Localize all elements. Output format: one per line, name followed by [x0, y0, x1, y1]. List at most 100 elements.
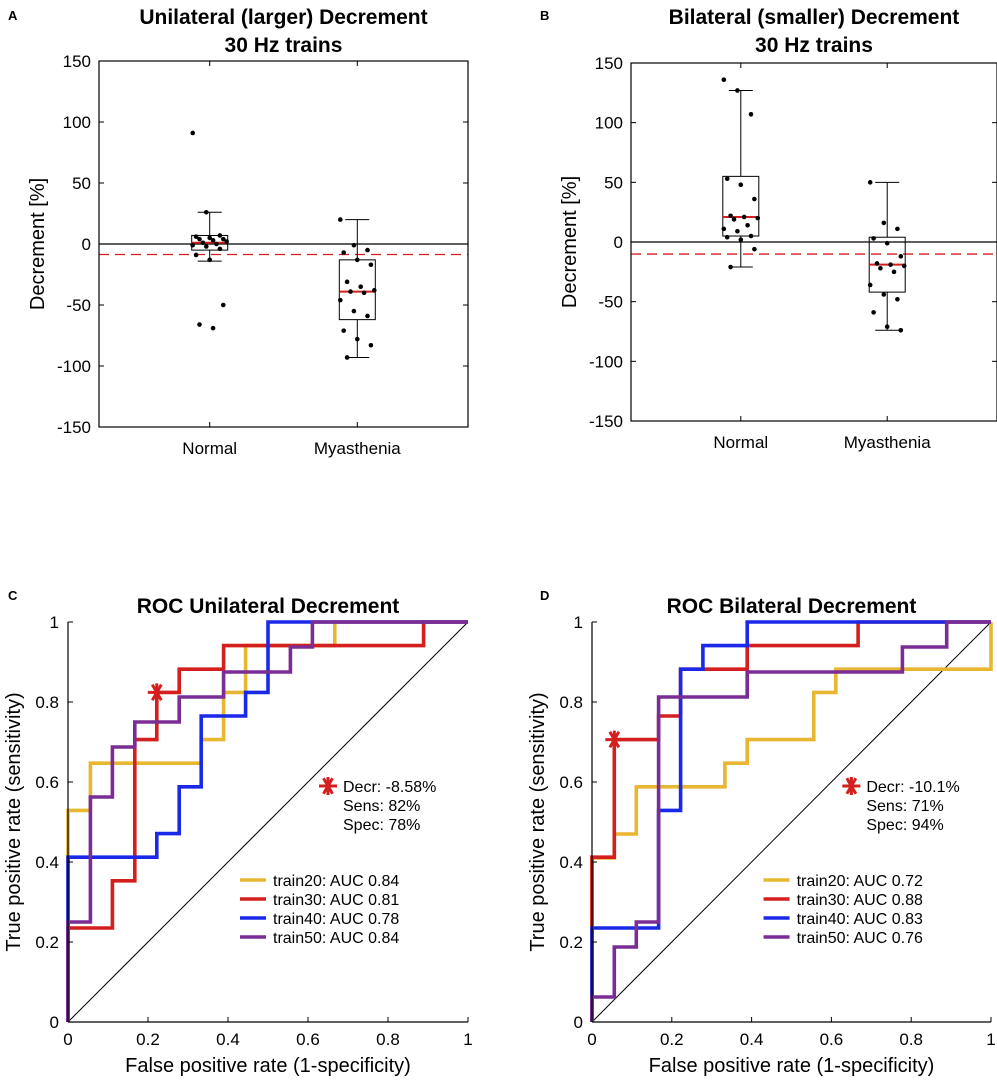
plot-frame [98, 60, 469, 428]
annotation-line: Decr: -10.1% [866, 779, 959, 796]
panel-label-b: B [540, 8, 549, 23]
y-axis-label: True positive rate (sensitivity) [527, 692, 549, 951]
data-point [745, 222, 750, 228]
data-point [738, 237, 744, 242]
y-tick-label: 0 [574, 1013, 583, 1032]
chart-title: ROC Bilateral Decrement [667, 595, 917, 618]
y-tick-label: 50 [72, 174, 91, 193]
data-point [197, 322, 202, 327]
data-point [867, 180, 873, 185]
roc-curve-train50 [590, 620, 991, 1022]
y-tick-label: 0.8 [35, 693, 59, 712]
optimal-point-marker [605, 730, 624, 749]
y-tick-label: 1 [50, 613, 59, 632]
annotation-line: Decr: -8.58% [343, 779, 436, 796]
data-point [344, 355, 350, 360]
category-label: Myasthenia [844, 433, 931, 452]
y-tick-label: 100 [63, 113, 91, 132]
category-label: Normal [182, 439, 237, 458]
y-tick-label: 0 [82, 235, 91, 254]
data-point [221, 236, 226, 242]
y-tick-label: -50 [598, 293, 623, 312]
data-point [207, 235, 212, 241]
y-tick-label: 0.8 [559, 693, 583, 712]
roc-curve-train50 [66, 620, 468, 1022]
category-label: Myasthenia [314, 439, 401, 458]
data-point [895, 296, 900, 302]
y-tick-label: 0 [614, 233, 623, 252]
data-point [204, 244, 209, 249]
annotation-line: Sens: 71% [866, 798, 943, 815]
x-tick-label: 0.4 [216, 1030, 240, 1049]
data-point [741, 214, 747, 220]
data-point [898, 254, 904, 259]
y-tick-label: 150 [595, 54, 623, 73]
data-point [190, 242, 195, 248]
x-tick-label: 0.6 [820, 1030, 844, 1049]
data-point [372, 288, 377, 293]
y-tick-label: 0 [50, 1013, 59, 1032]
y-axis-label: True positive rate (sensitivity) [3, 692, 25, 951]
box-iqr [338, 259, 376, 321]
y-tick-label: 0.6 [559, 773, 583, 792]
data-point [190, 130, 195, 136]
y-tick-label: 1 [574, 613, 583, 632]
panel-label-d: D [540, 588, 549, 603]
roc-curve-train40 [66, 620, 468, 1022]
y-tick-label: 100 [595, 114, 623, 133]
data-point [881, 292, 887, 297]
data-point [881, 220, 887, 226]
legend-label: train20: AUC 0.72 [797, 873, 923, 890]
y-tick-label: -100 [57, 357, 91, 376]
y-tick-label: -150 [589, 412, 623, 431]
annotation-star-icon [319, 777, 337, 795]
x-tick-label: 1 [986, 1030, 995, 1049]
data-point [871, 236, 876, 241]
y-tick-label: 50 [604, 173, 623, 192]
chance-diagonal [67, 621, 469, 1023]
data-point [728, 264, 733, 270]
chart-title-line: 30 Hz trains [225, 34, 343, 57]
panel-label-a: A [8, 8, 18, 23]
data-point [361, 290, 367, 296]
data-point [888, 262, 893, 267]
y-axis-label: Decrement [%] [27, 178, 49, 310]
data-point [728, 213, 733, 219]
x-tick-label: 0 [63, 1030, 72, 1049]
data-point [204, 209, 209, 215]
category-label: Normal [713, 433, 768, 452]
data-point [368, 342, 374, 348]
data-point [348, 289, 353, 294]
data-point [884, 240, 890, 246]
y-axis-label: Decrement [%] [559, 176, 581, 308]
data-point [214, 241, 219, 247]
y-tick-label: -150 [57, 418, 91, 437]
data-point [351, 308, 357, 314]
data-point [200, 240, 206, 246]
x-tick-label: 0.2 [136, 1030, 160, 1049]
data-point [368, 262, 374, 268]
data-point [901, 263, 907, 269]
x-tick-label: 0 [587, 1030, 596, 1049]
data-point [217, 246, 223, 252]
annotation-line: Spec: 78% [343, 817, 420, 834]
data-point [193, 252, 199, 258]
y-tick-label: 0.2 [35, 933, 59, 952]
box-iqr [722, 175, 760, 237]
data-point [355, 336, 360, 342]
data-point [752, 196, 757, 202]
data-point [738, 182, 744, 188]
optimal-point-marker [147, 683, 166, 702]
data-point [210, 238, 216, 243]
y-tick-label: -50 [66, 296, 91, 315]
data-point [721, 226, 727, 232]
y-tick-label: 0.2 [559, 933, 583, 952]
data-point [221, 302, 226, 308]
data-point [878, 265, 883, 271]
plot-frame [630, 62, 997, 422]
data-point [193, 234, 199, 239]
data-point [735, 228, 740, 234]
data-point [867, 282, 873, 288]
x-axis-label: False positive rate (1-specificity) [649, 1055, 935, 1077]
data-point [748, 112, 754, 117]
